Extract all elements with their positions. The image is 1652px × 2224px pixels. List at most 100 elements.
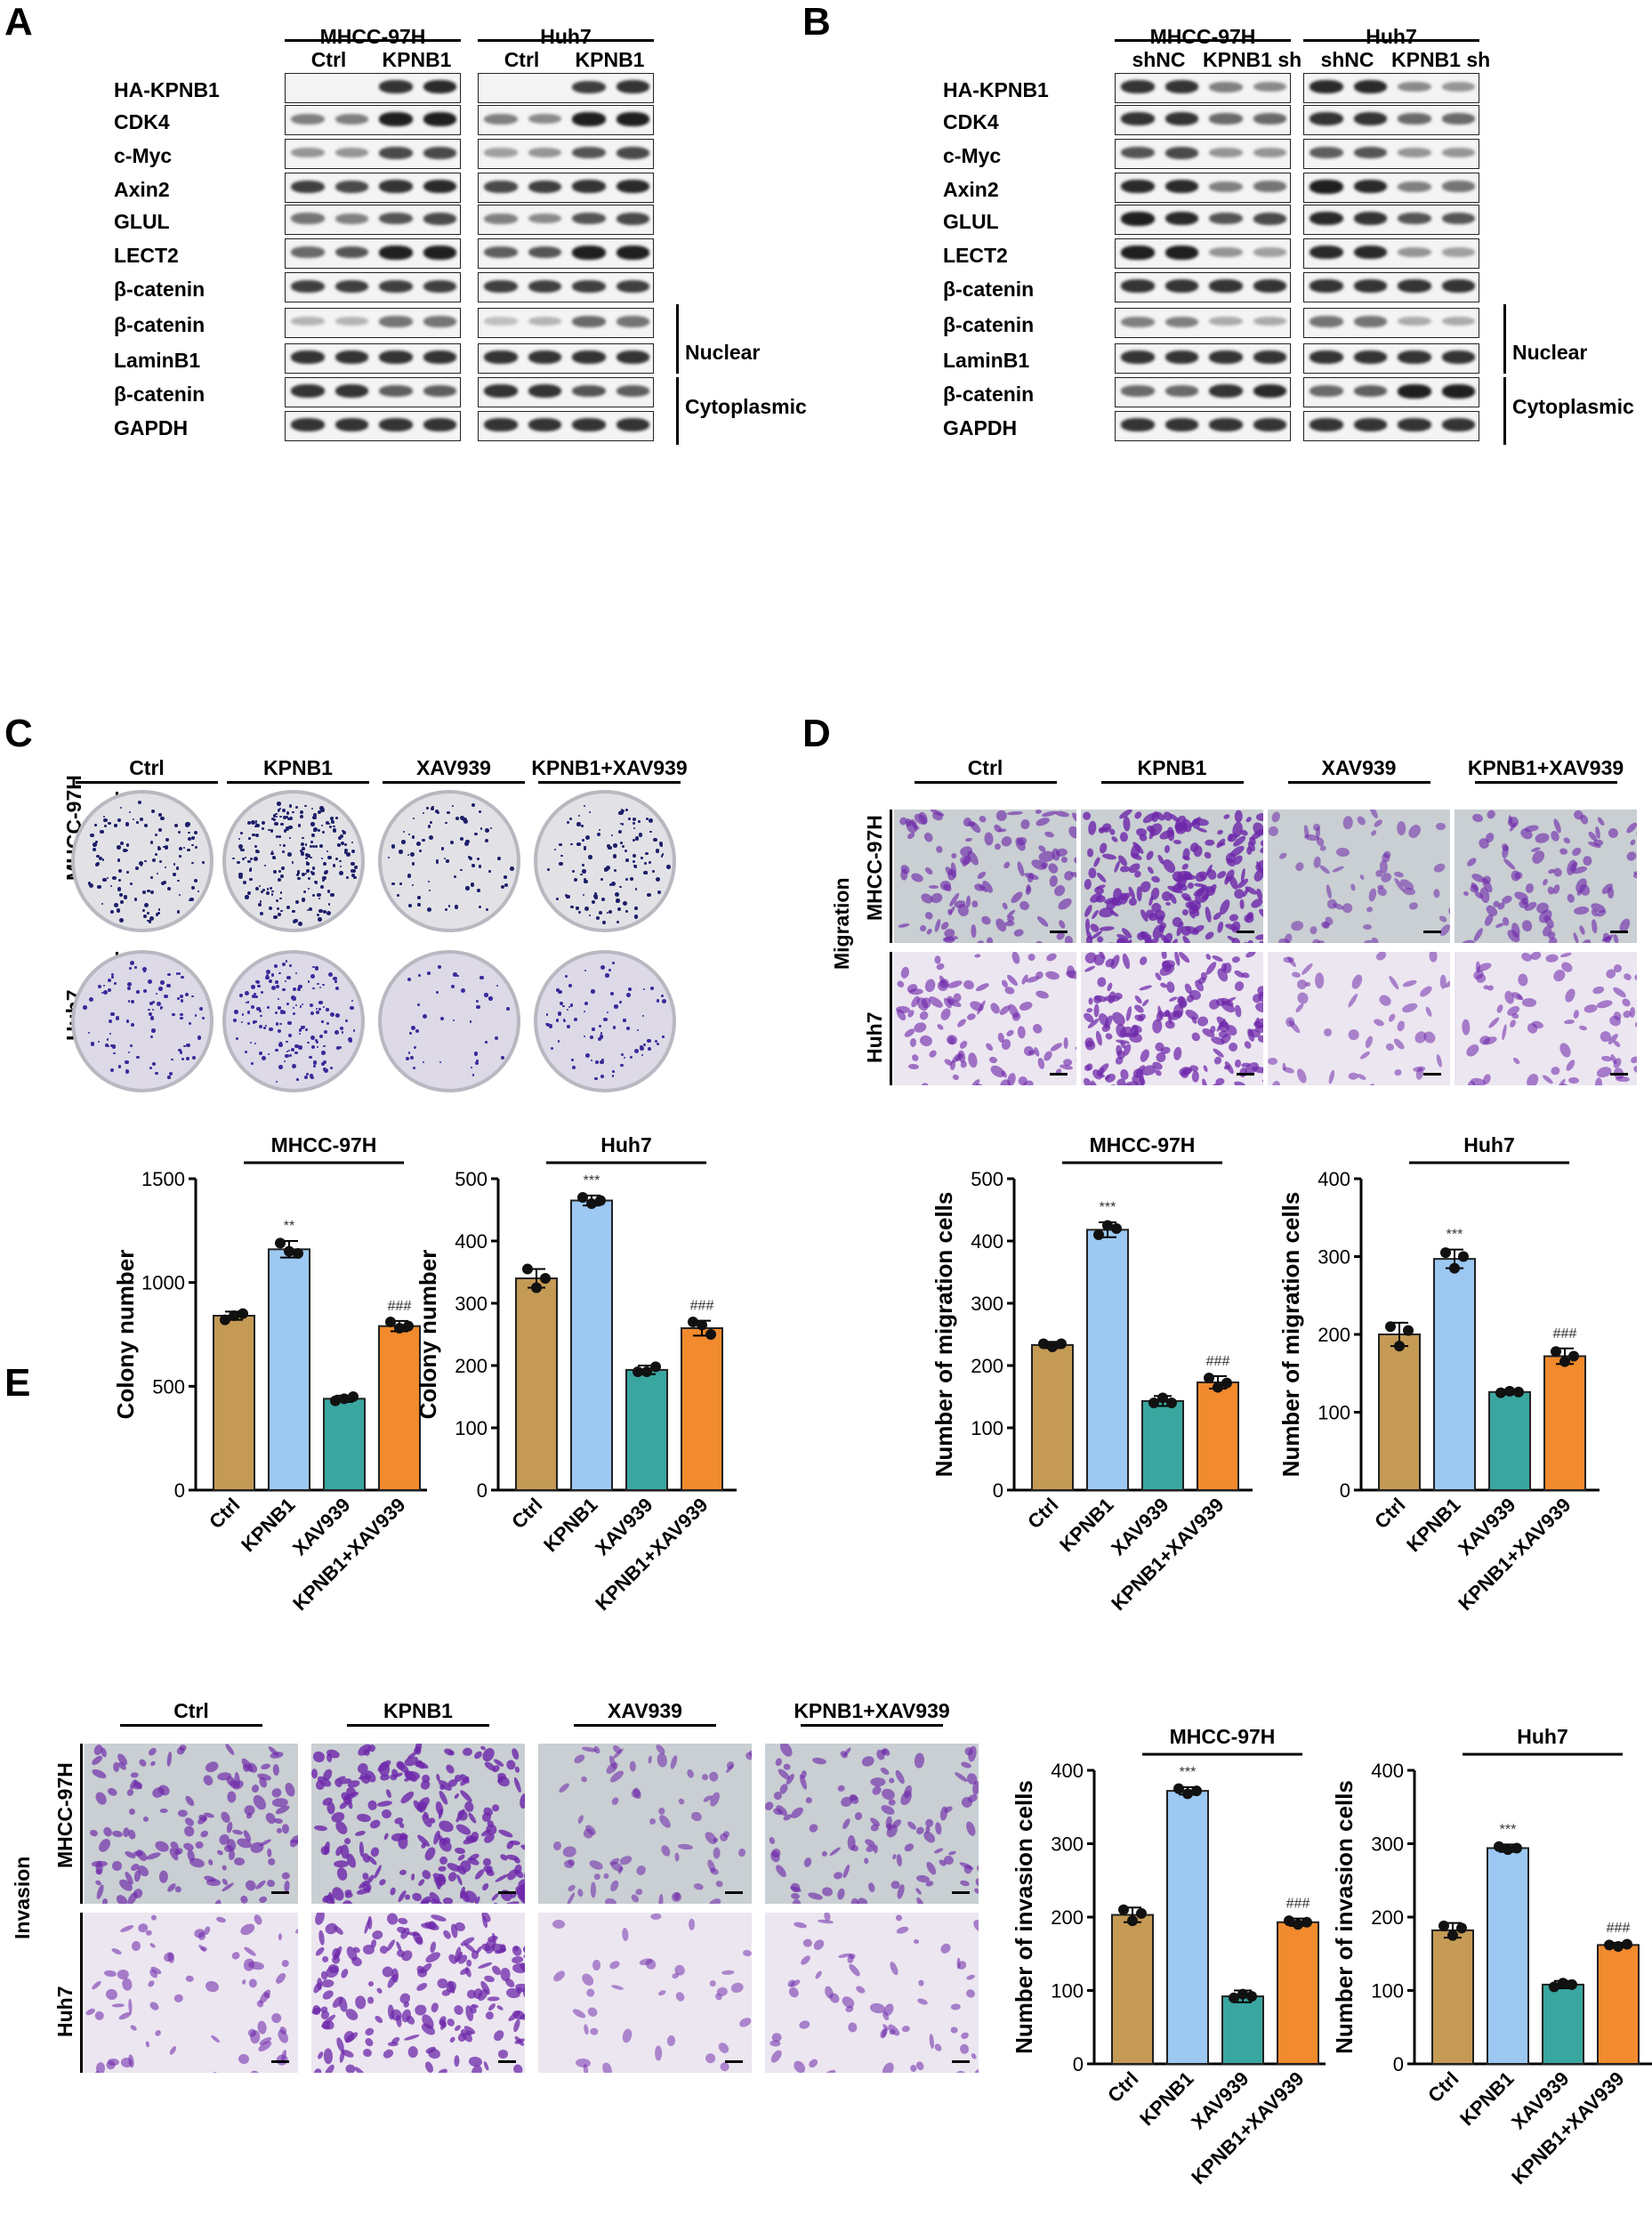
stained-cell <box>1084 879 1092 890</box>
colony-dot <box>250 1062 254 1066</box>
stained-cell <box>436 2066 449 2073</box>
colony-dot <box>423 811 425 814</box>
y-tick-label: 400 <box>1318 1168 1350 1190</box>
stained-cell <box>90 1979 102 1991</box>
colony-dot <box>318 1000 323 1005</box>
colony-dot <box>277 907 280 910</box>
colony-dot <box>294 1044 299 1049</box>
colony-dot <box>88 1031 91 1034</box>
blot-band <box>572 384 606 398</box>
stained-cell <box>311 2067 322 2073</box>
colony-dot <box>157 911 161 915</box>
colony-dot <box>460 815 465 820</box>
blot-band <box>1121 146 1155 159</box>
stained-cell <box>769 2048 785 2065</box>
colony-dot <box>260 990 264 995</box>
stained-cell <box>600 2061 614 2073</box>
colony-dot <box>494 1036 499 1041</box>
colony-dot <box>190 861 194 865</box>
colony-dot <box>618 885 622 889</box>
colony-dot <box>316 1041 319 1044</box>
stained-cell <box>984 1042 995 1053</box>
stained-cell <box>354 1994 367 2010</box>
colony-dot <box>142 914 148 919</box>
colony-dot <box>416 1003 420 1007</box>
stained-cell <box>721 1829 730 1838</box>
colony-dot <box>259 912 263 916</box>
stained-cell <box>685 1769 695 1780</box>
colony-dot <box>297 876 302 881</box>
stained-cell <box>998 827 1007 833</box>
blot-band <box>334 213 368 224</box>
stained-cell <box>1563 1019 1575 1025</box>
colony-dot <box>151 1028 156 1033</box>
colony-dot <box>654 1039 657 1043</box>
colony-dot <box>241 858 245 861</box>
colony-dot <box>569 1003 574 1007</box>
stained-cell <box>1103 1071 1117 1084</box>
stained-cell <box>1254 932 1263 941</box>
stained-cell <box>362 1945 375 1955</box>
colony-dot <box>176 910 181 914</box>
blot-band <box>423 212 456 225</box>
blot-band <box>379 246 413 260</box>
colony-dot <box>279 815 282 818</box>
stained-cell <box>480 1882 491 1892</box>
data-point <box>330 1395 341 1406</box>
colony-dot <box>638 833 643 837</box>
colony-dot <box>510 866 515 871</box>
data-point <box>1204 1373 1214 1383</box>
y-tick-label: 100 <box>1318 1402 1350 1424</box>
assay-label: Migration <box>830 877 853 971</box>
blot-band <box>334 351 368 365</box>
stained-cell <box>1003 860 1011 870</box>
stained-cell <box>860 1754 875 1769</box>
treatment-header: XAV939 <box>1321 756 1397 779</box>
colony-dot <box>626 1027 631 1031</box>
stained-cell <box>1140 998 1150 1007</box>
stained-cell <box>966 895 971 907</box>
blot-band <box>1164 316 1198 327</box>
blot-row-label: β-catenin <box>114 278 205 301</box>
colony-dot <box>159 860 163 864</box>
stained-cell <box>466 1959 472 1968</box>
blot-band <box>1164 80 1198 94</box>
stained-cell <box>1087 820 1098 835</box>
stained-cell <box>182 1825 196 1839</box>
colony-dot <box>254 1043 257 1045</box>
colony-dot <box>238 837 241 840</box>
colony-dot <box>312 1064 317 1068</box>
stained-cell <box>1253 857 1263 874</box>
colony-dot <box>556 898 560 901</box>
fraction-label: Cytoplasmic <box>1512 395 1634 418</box>
colony-dot <box>630 876 634 881</box>
stained-cell <box>805 1796 813 1804</box>
colony-dot <box>125 1019 130 1023</box>
stained-cell <box>258 1838 272 1848</box>
stained-cell <box>1349 1028 1360 1040</box>
stained-cell <box>209 2034 222 2044</box>
colony-dot <box>475 999 479 1003</box>
blot-band <box>334 147 368 157</box>
stained-cell <box>458 1788 474 1803</box>
colony-dot <box>463 818 468 822</box>
blot-band <box>1310 351 1343 365</box>
colony-dot <box>501 884 505 889</box>
blot-row-label: CDK4 <box>114 110 170 133</box>
blot-band <box>379 351 413 365</box>
colony-dot <box>429 821 432 825</box>
blot-band <box>423 146 456 159</box>
colony-dot <box>303 1076 308 1080</box>
blot-band <box>291 213 325 224</box>
stained-cell <box>1183 1007 1200 1021</box>
stained-cell <box>189 1857 205 1869</box>
stained-cell <box>693 1882 705 1890</box>
stained-cell <box>628 1761 636 1773</box>
significance-label: *** <box>1100 1200 1116 1215</box>
stained-cell <box>1358 1050 1371 1060</box>
colony-dot <box>350 861 355 866</box>
blot-band <box>1310 418 1343 432</box>
bar <box>570 1199 613 1491</box>
colony-dot <box>277 877 282 882</box>
